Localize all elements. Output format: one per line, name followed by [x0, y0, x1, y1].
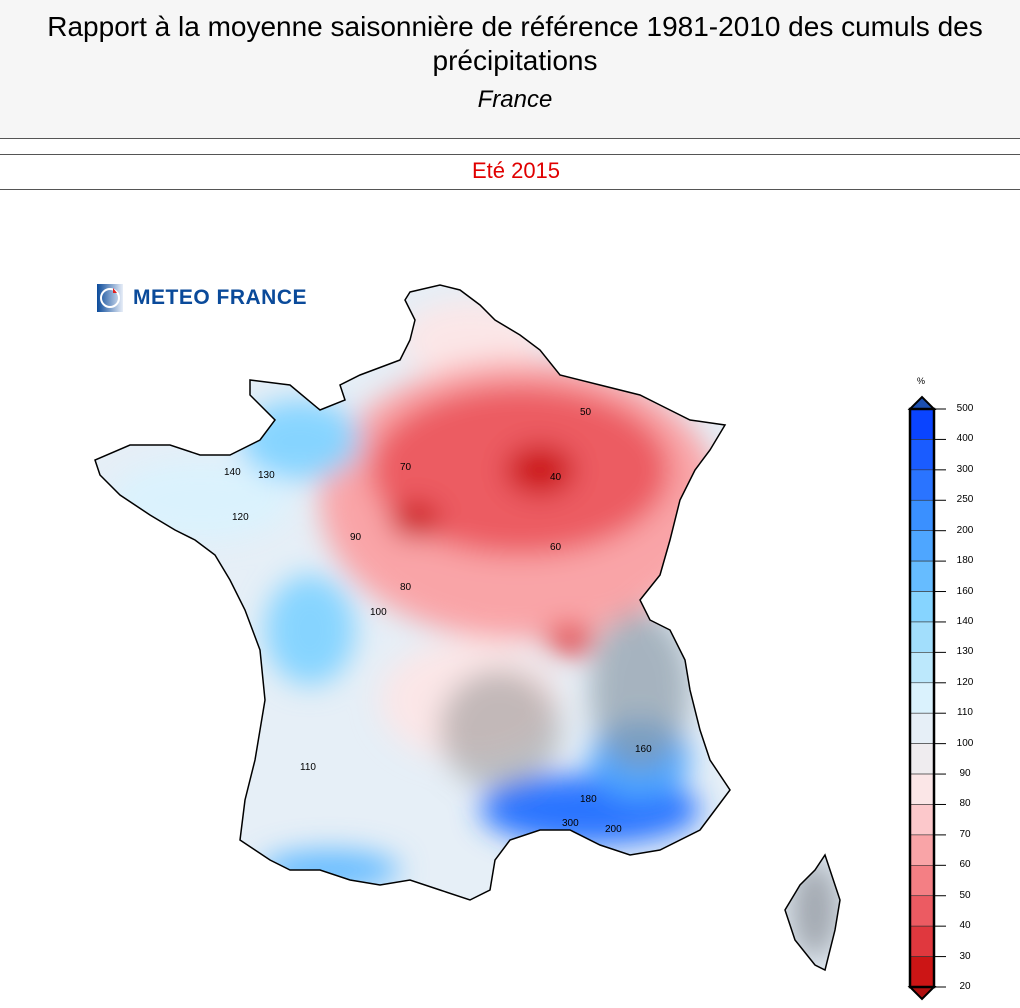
contour-label: 160	[635, 744, 652, 755]
legend-swatch	[909, 895, 935, 927]
contour-label: 50	[580, 407, 592, 418]
contour-label: 140	[224, 467, 241, 478]
header: Rapport à la moyenne saisonnière de réfé…	[0, 0, 1020, 139]
legend-tick-label: 70	[959, 828, 971, 840]
legend-over-arrow	[907, 395, 937, 410]
legend-tick-label: 140	[956, 615, 974, 627]
contour-label: 110	[300, 762, 316, 773]
contour-label: 40	[550, 472, 562, 483]
legend-tick-label: 300	[956, 463, 974, 475]
legend-tick-label: 30	[959, 950, 971, 962]
legend-tick-label: 160	[956, 585, 974, 597]
logo-globe-icon	[97, 284, 123, 312]
period-label: Eté 2015	[471, 158, 561, 183]
legend-swatch	[909, 408, 935, 440]
legend-swatch	[909, 743, 935, 775]
contour-label: 90	[350, 532, 362, 543]
legend-tick-label: 80	[959, 798, 971, 810]
legend-swatch	[909, 469, 935, 501]
legend-tick-label: 180	[956, 555, 974, 567]
legend-swatch	[909, 499, 935, 531]
legend-swatch	[909, 530, 935, 562]
legend-swatch	[909, 956, 935, 988]
legend-frame	[908, 407, 936, 989]
legend-swatch	[909, 682, 935, 714]
legend-tick-label: 100	[956, 737, 974, 749]
legend-tick-label: 50	[959, 889, 971, 901]
legend-swatch	[909, 804, 935, 836]
legend-swatch	[909, 834, 935, 866]
legend-tick-label: 40	[959, 920, 971, 932]
page-subtitle: France	[477, 86, 553, 113]
contour-label: 70	[400, 462, 412, 473]
legend-swatch	[909, 560, 935, 592]
contour-label: 100	[370, 607, 387, 618]
legend-swatch	[909, 865, 935, 897]
contour-label: 130	[258, 470, 275, 481]
legend-swatch	[909, 652, 935, 684]
legend-swatch	[909, 712, 935, 744]
legend-tick-label: 110	[957, 707, 973, 719]
period-bar: Eté 2015	[0, 154, 1020, 190]
legend-unit: %	[917, 376, 926, 386]
legend-tick-label: 200	[956, 524, 974, 536]
contour-label: 300	[562, 818, 579, 829]
legend-swatch	[909, 925, 935, 957]
legend-tick-label: 130	[956, 646, 974, 658]
france-outline	[94, 284, 841, 972]
legend-swatch	[909, 773, 935, 805]
legend-tick-label: 120	[956, 676, 974, 688]
legend-tick-label: 400	[956, 433, 974, 445]
legend-swatch	[909, 439, 935, 471]
meteo-france-logo: METEO FRANCE	[97, 284, 307, 312]
contour-label: 180	[580, 794, 597, 805]
legend-under-arrow	[907, 986, 937, 1001]
legend-tick-label: 60	[959, 859, 971, 871]
page-title: Rapport à la moyenne saisonnière de réfé…	[47, 11, 983, 76]
legend-tick-label: 500	[956, 403, 974, 414]
legend-tick-label: 250	[956, 494, 974, 506]
contour-label: 120	[232, 512, 249, 523]
legend-tick-label: 20	[959, 981, 971, 992]
logo-text: METEO FRANCE	[133, 286, 307, 309]
contour-label: 60	[550, 542, 562, 553]
contour-label: 200	[605, 824, 622, 835]
legend-swatch	[909, 621, 935, 653]
contour-labels: 50 40 60 70 80 90 100 110 120 130 140 16…	[224, 407, 652, 835]
legend-tick-label: 90	[959, 768, 971, 780]
contour-label: 80	[400, 582, 412, 593]
legend-swatch	[909, 591, 935, 623]
